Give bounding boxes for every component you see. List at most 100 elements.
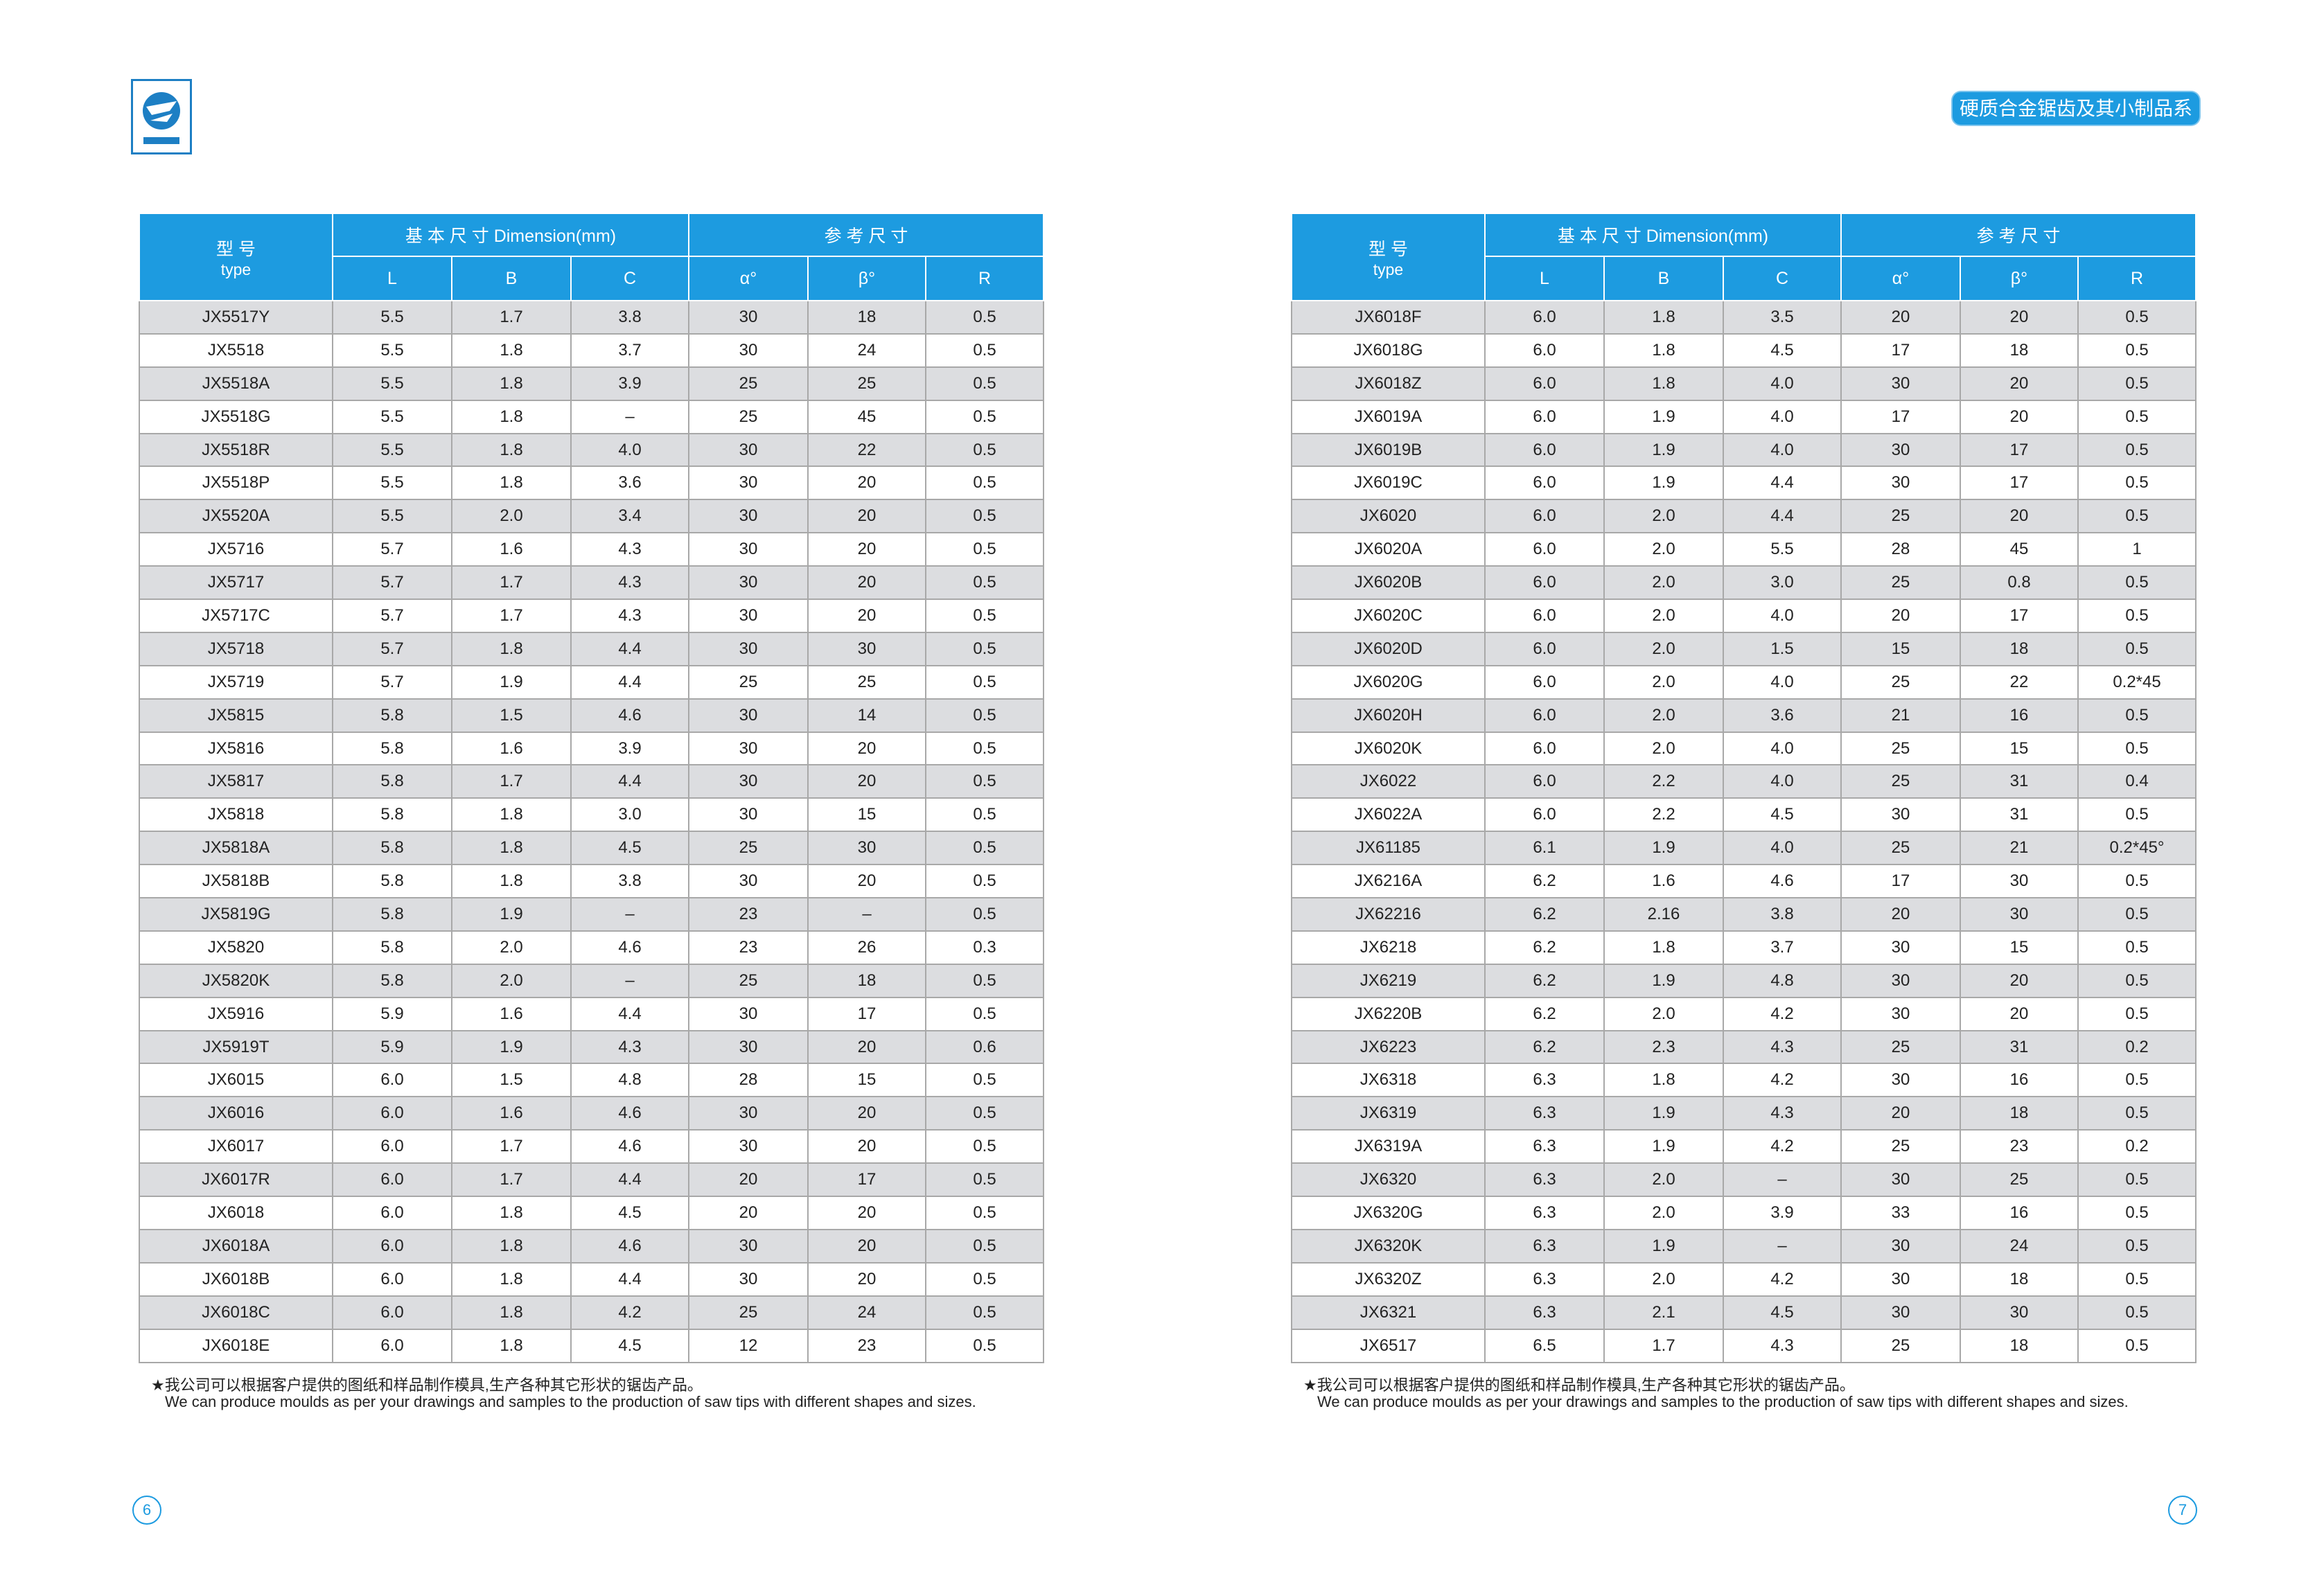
table-cell: JX6320K [1291, 1228, 1486, 1264]
table-cell: 0.5 [2077, 599, 2197, 633]
table-cell: 6.0 [1484, 432, 1605, 468]
table-cell: 30 [688, 1129, 809, 1164]
table-row: JX6018A 6.0 1.8 4.6 30 20 0.5 [139, 1228, 1045, 1264]
table-cell: 4.4 [1723, 499, 1842, 534]
table-cell: JX5818A [139, 831, 333, 866]
table-cell: 4.5 [570, 1328, 689, 1363]
table-cell: 22 [1960, 664, 2079, 700]
table-cell: 0.5 [924, 764, 1045, 799]
table-cell: 25 [1840, 1029, 1961, 1065]
table-cell: 0.5 [924, 499, 1045, 534]
table-cell: 25 [688, 664, 809, 700]
table-cell: 0.5 [924, 1328, 1045, 1363]
table-row: JX6018B 6.0 1.8 4.4 30 20 0.5 [139, 1261, 1045, 1297]
header-cell: B [1603, 256, 1724, 301]
table-cell: 0.2*45° [2077, 831, 2197, 866]
table-cell: 3.6 [570, 466, 689, 501]
table-row: JX6018C 6.0 1.8 4.2 25 24 0.5 [139, 1295, 1045, 1330]
table-cell: 0.5 [2077, 1162, 2197, 1198]
table-cell: 30 [688, 466, 809, 501]
table-cell: 2.0 [1603, 664, 1724, 700]
table-row: JX5518R 5.5 1.8 4.0 30 22 0.5 [139, 432, 1045, 468]
table-cell: 2.0 [1603, 631, 1724, 666]
table-cell: 25 [1960, 1162, 2079, 1198]
table-cell: 20 [807, 864, 926, 899]
table-cell: 1.8 [1603, 333, 1724, 368]
table-cell: 4.5 [570, 831, 689, 866]
table-cell: 2.1 [1603, 1295, 1724, 1330]
table-cell: 4.6 [570, 1096, 689, 1131]
table-cell: 3.0 [1723, 565, 1842, 601]
table-row: JX6022 6.0 2.2 4.0 25 31 0.4 [1291, 764, 2197, 799]
footnote-cn: ★我公司可以根据客户提供的图纸和样品制作模具,生产各种其它形状的锯齿产品。 [1303, 1376, 1855, 1394]
table-row: JX6020 6.0 2.0 4.4 25 20 0.5 [1291, 499, 2197, 534]
table-cell: 30 [688, 565, 809, 601]
table-cell: 0.5 [924, 565, 1045, 601]
table-row: JX6319A 6.3 1.9 4.2 25 23 0.2 [1291, 1129, 2197, 1164]
table-cell: 2.3 [1603, 1029, 1724, 1065]
table-cell: 31 [1960, 1029, 2079, 1065]
table-cell: JX5816 [139, 731, 333, 766]
table-cell: 2.0 [1603, 698, 1724, 733]
header-row: 型 号 type 基 本 尺 寸 Dimension(mm) 参 考 尺 寸 [1291, 213, 2197, 301]
table-cell: 1.7 [451, 300, 572, 335]
table-cell: 2.2 [1603, 764, 1724, 799]
table-cell: 30 [1840, 1228, 1961, 1264]
table-cell: 20 [807, 1228, 926, 1264]
table-cell: 5.8 [332, 963, 452, 998]
table-row: JX5919T 5.9 1.9 4.3 30 20 0.6 [139, 1029, 1045, 1065]
table-row: JX6020K 6.0 2.0 4.0 25 15 0.5 [1291, 731, 2197, 766]
table-cell: 0.2*45 [2077, 664, 2197, 700]
table-cell: 4.8 [570, 1063, 689, 1098]
table-cell: 1.9 [1603, 399, 1724, 434]
table-cell: 3.8 [570, 300, 689, 335]
table-cell: 6.0 [1484, 565, 1605, 601]
table-cell: 17 [1840, 864, 1961, 899]
table-cell: 4.4 [570, 664, 689, 700]
table-row: JX6020H 6.0 2.0 3.6 21 16 0.5 [1291, 698, 2197, 733]
table-cell: 20 [688, 1196, 809, 1230]
table-cell: 6.0 [1484, 698, 1605, 733]
table-cell: 3.8 [1723, 897, 1842, 932]
table-cell: – [1723, 1228, 1842, 1264]
table-cell: 17 [1960, 466, 2079, 501]
table-cell: 30 [688, 1029, 809, 1065]
table-cell: 25 [1840, 664, 1961, 700]
table-cell: 3.7 [570, 333, 689, 368]
table-row: JX6320Z 6.3 2.0 4.2 30 18 0.5 [1291, 1261, 2197, 1297]
table-cell: 1.9 [1603, 831, 1724, 866]
table-cell: 0.5 [2077, 631, 2197, 666]
table-cell: JX5818B [139, 864, 333, 899]
table-cell: 30 [1840, 797, 1961, 833]
table-row: JX6216A 6.2 1.6 4.6 17 30 0.5 [1291, 864, 2197, 899]
table-cell: 4.4 [570, 1162, 689, 1198]
table-row: JX6017R 6.0 1.7 4.4 20 17 0.5 [139, 1162, 1045, 1198]
table-cell: 4.3 [1723, 1328, 1842, 1363]
table-cell: JX6319A [1291, 1129, 1486, 1164]
table-cell: JX6019A [1291, 399, 1486, 434]
table-cell: JX6016 [139, 1096, 333, 1131]
table-cell: 17 [1840, 333, 1961, 368]
table-cell: JX5820K [139, 963, 333, 998]
table-cell: 0.5 [2077, 864, 2197, 899]
table-cell: JX5820 [139, 930, 333, 965]
table-cell: 20 [1960, 399, 2079, 434]
table-cell: 6.0 [1484, 532, 1605, 567]
table-cell: 1.8 [1603, 300, 1724, 335]
table-cell: 0.5 [924, 1063, 1045, 1098]
table-cell: 5.7 [332, 532, 452, 567]
table-cell: 1.8 [451, 1228, 572, 1264]
table-cell: 15 [807, 1063, 926, 1098]
table-cell: 20 [807, 1261, 926, 1297]
table-cell: 0.8 [1960, 565, 2079, 601]
table-cell: 0.2 [2077, 1029, 2197, 1065]
table-cell: 0.5 [924, 1096, 1045, 1131]
table-cell: – [570, 897, 689, 932]
table-cell: 0.5 [2077, 399, 2197, 434]
table-row: JX5916 5.9 1.6 4.4 30 17 0.5 [139, 996, 1045, 1031]
table-cell: 26 [807, 930, 926, 965]
table-cell: JX6018E [139, 1328, 333, 1363]
table-cell: 45 [807, 399, 926, 434]
table-cell: 30 [807, 831, 926, 866]
